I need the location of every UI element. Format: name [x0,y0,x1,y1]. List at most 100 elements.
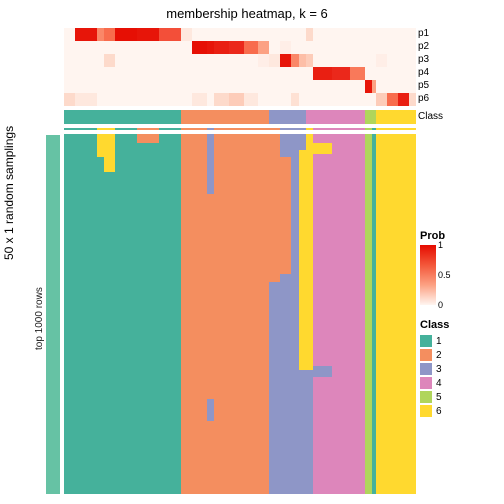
prob-cell [75,28,97,41]
class-annotation-row [64,110,416,124]
prob-cell [192,67,207,80]
prob-cell [137,67,159,80]
class-cell [365,110,372,124]
legend-label: 6 [436,406,442,417]
heatmap-segment [258,128,269,494]
prob-cell [214,80,229,93]
legend-label: 2 [436,350,442,361]
legend-swatch [420,405,432,417]
prob-cell [291,93,298,106]
class-cell [75,110,97,124]
prob-cell [291,80,298,93]
class-cell [409,110,416,124]
prob-cell [258,67,269,80]
prob-cell [313,67,331,80]
prob-cell [229,93,244,106]
prob-legend-gradient: 10.50 [420,245,436,305]
heatmap-segment [313,366,331,377]
prob-cell [313,80,331,93]
class-cell [64,110,75,124]
prob-cell [115,80,137,93]
row-label: p3 [418,55,429,65]
prob-cell [409,28,416,41]
prob-cell [280,80,291,93]
prob-cell [398,41,409,54]
heatmap-column [409,128,416,494]
heatmap-segment [313,377,331,494]
prob-cell [75,67,97,80]
prob-legend-tick: 0 [438,300,443,310]
left-annotation-label: top 1000 rows [34,287,45,350]
prob-cell [258,54,269,67]
prob-cell [365,80,372,93]
prob-cell [280,41,291,54]
legend-swatch [420,377,432,389]
heatmap-segment [387,128,398,494]
prob-row-p4 [64,67,416,80]
heatmap-column [332,128,350,494]
prob-cell [409,41,416,54]
prob-cell [104,93,115,106]
prob-cell [181,28,192,41]
heatmap-segment [244,128,259,494]
prob-cell [137,41,159,54]
heatmap-segment [398,128,409,494]
prob-cell [409,67,416,80]
heatmap-segment [207,399,214,421]
prob-cell [332,54,350,67]
prob-cell [244,41,259,54]
prob-cell [313,41,331,54]
prob-cell [376,67,387,80]
heatmap-column [387,128,398,494]
class-cell [269,110,280,124]
prob-cell [376,93,387,106]
heatmap-column [159,128,181,494]
prob-cell [299,41,306,54]
prob-cell [137,80,159,93]
heatmap-segment [214,128,229,494]
heatmap-segment [115,128,137,494]
prob-cell [306,67,313,80]
prob-cell [75,41,97,54]
prob-cell [299,54,306,67]
prob-cell [192,93,207,106]
heatmap-gap [64,130,416,134]
prob-cell [387,41,398,54]
prob-cell [97,54,104,67]
class-legend-item: 2 [420,348,500,362]
prob-legend-tick: 0.5 [438,270,451,280]
row-label: p6 [418,94,429,104]
prob-cell [387,80,398,93]
prob-cell [207,80,214,93]
prob-cell [244,67,259,80]
prob-cell [258,28,269,41]
class-cell [104,110,115,124]
class-cell [181,110,192,124]
legend-swatch [420,391,432,403]
heatmap-column [398,128,409,494]
heatmap-segment [159,128,181,494]
class-cell [258,110,269,124]
prob-cell [137,28,159,41]
prob-cell [306,41,313,54]
prob-cell [299,67,306,80]
heatmap-segment [229,128,244,494]
chart-title: membership heatmap, k = 6 [80,6,414,21]
heatmap-segment [280,157,291,274]
prob-cell [207,28,214,41]
prob-cell [258,93,269,106]
prob-cell [229,67,244,80]
class-cell [97,110,104,124]
prob-cell [97,41,104,54]
prob-cell [350,67,365,80]
prob-cell [181,54,192,67]
heatmap-segment [365,128,372,494]
prob-legend-tick: 1 [438,240,443,250]
heatmap-column [115,128,137,494]
prob-cell [64,28,75,41]
prob-cell [214,93,229,106]
prob-cell [104,54,115,67]
heatmap-segment [137,143,159,494]
heatmap-segment [64,128,75,494]
prob-cell [75,54,97,67]
